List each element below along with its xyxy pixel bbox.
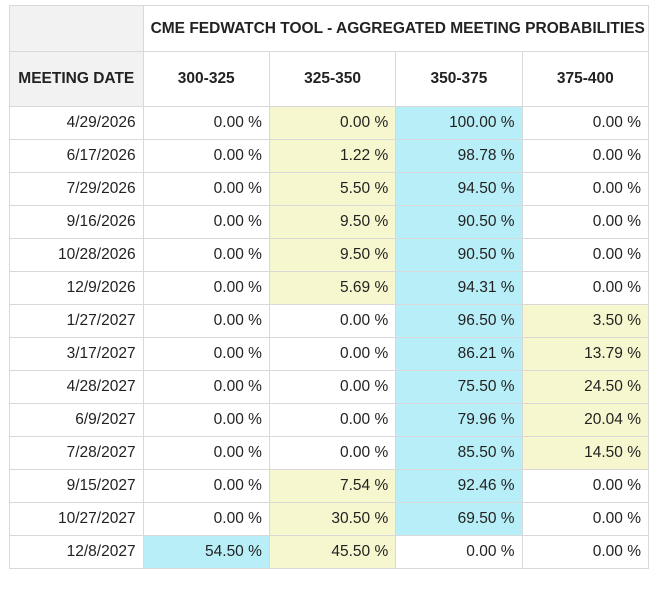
table-row: 6/17/2026 0.00 % 1.22 % 98.78 % 0.00 %	[9, 139, 650, 173]
probability-cell: 98.78 %	[395, 139, 523, 173]
table-body: 4/29/2026 0.00 % 0.00 % 100.00 % 0.00 % …	[9, 106, 650, 569]
meeting-date-cell: 9/15/2027	[9, 469, 144, 503]
probability-cell: 94.50 %	[395, 172, 523, 206]
probability-cell: 13.79 %	[521, 337, 650, 371]
table-row: 7/29/2026 0.00 % 5.50 % 94.50 % 0.00 %	[9, 172, 650, 206]
table-row: 9/15/2027 0.00 % 7.54 % 92.46 % 0.00 %	[9, 469, 650, 503]
probability-cell: 0.00 %	[521, 469, 650, 503]
probability-cell: 0.00 %	[268, 436, 397, 470]
probability-cell: 0.00 %	[142, 370, 270, 404]
probability-cell: 79.96 %	[395, 403, 523, 437]
probability-cell: 0.00 %	[268, 403, 397, 437]
meeting-date-cell: 10/28/2026	[9, 238, 144, 272]
corner-cell	[9, 5, 144, 52]
range-header-300-325: 300-325	[142, 51, 270, 107]
meeting-date-cell: 7/28/2027	[9, 436, 144, 470]
probability-cell: 0.00 %	[521, 238, 650, 272]
probability-cell: 0.00 %	[142, 205, 270, 239]
table-row: 12/8/2027 54.50 % 45.50 % 0.00 % 0.00 %	[9, 535, 650, 569]
probability-cell: 96.50 %	[395, 304, 523, 338]
probability-cell: 0.00 %	[142, 139, 270, 173]
probability-cell: 0.00 %	[521, 172, 650, 206]
probability-cell: 69.50 %	[395, 502, 523, 536]
probability-cell: 85.50 %	[395, 436, 523, 470]
probability-cell: 0.00 %	[142, 337, 270, 371]
probability-cell: 90.50 %	[395, 205, 523, 239]
range-header-375-400: 375-400	[521, 51, 650, 107]
probabilities-table: CME FEDWATCH TOOL - AGGREGATED MEETING P…	[9, 5, 650, 569]
probability-cell: 94.31 %	[395, 271, 523, 305]
table-row: 6/9/2027 0.00 % 0.00 % 79.96 % 20.04 %	[9, 403, 650, 437]
range-header-325-350: 325-350	[268, 51, 397, 107]
table-row: 4/29/2026 0.00 % 0.00 % 100.00 % 0.00 %	[9, 106, 650, 140]
meeting-date-cell: 6/9/2027	[9, 403, 144, 437]
table-row: 10/28/2026 0.00 % 9.50 % 90.50 % 0.00 %	[9, 238, 650, 272]
probability-cell: 0.00 %	[521, 535, 650, 569]
meeting-date-cell: 12/9/2026	[9, 271, 144, 305]
meeting-date-cell: 12/8/2027	[9, 535, 144, 569]
table-row: 12/9/2026 0.00 % 5.69 % 94.31 % 0.00 %	[9, 271, 650, 305]
meeting-date-cell: 4/28/2027	[9, 370, 144, 404]
probability-cell: 92.46 %	[395, 469, 523, 503]
probability-cell: 20.04 %	[521, 403, 650, 437]
probability-cell: 0.00 %	[268, 337, 397, 371]
meeting-date-cell: 1/27/2027	[9, 304, 144, 338]
probability-cell: 0.00 %	[268, 304, 397, 338]
table-row: 10/27/2027 0.00 % 30.50 % 69.50 % 0.00 %	[9, 502, 650, 536]
meeting-date-cell: 6/17/2026	[9, 139, 144, 173]
probability-cell: 90.50 %	[395, 238, 523, 272]
table-title: CME FEDWATCH TOOL - AGGREGATED MEETING P…	[142, 5, 650, 52]
probability-cell: 9.50 %	[268, 238, 397, 272]
probability-cell: 0.00 %	[395, 535, 523, 569]
probability-cell: 75.50 %	[395, 370, 523, 404]
probability-cell: 0.00 %	[142, 403, 270, 437]
probability-cell: 0.00 %	[142, 106, 270, 140]
probability-cell: 0.00 %	[142, 469, 270, 503]
header-row: MEETING DATE 300-325 325-350 350-375 375…	[9, 51, 650, 107]
range-header-350-375: 350-375	[395, 51, 523, 107]
probability-cell: 54.50 %	[142, 535, 270, 569]
table-row: 4/28/2027 0.00 % 0.00 % 75.50 % 24.50 %	[9, 370, 650, 404]
probability-cell: 9.50 %	[268, 205, 397, 239]
probability-cell: 0.00 %	[521, 139, 650, 173]
meeting-date-cell: 9/16/2026	[9, 205, 144, 239]
probability-cell: 0.00 %	[142, 238, 270, 272]
probability-cell: 3.50 %	[521, 304, 650, 338]
probability-cell: 24.50 %	[521, 370, 650, 404]
probability-cell: 0.00 %	[521, 106, 650, 140]
probability-cell: 0.00 %	[142, 436, 270, 470]
probability-cell: 0.00 %	[521, 205, 650, 239]
probability-cell: 0.00 %	[521, 271, 650, 305]
meeting-date-cell: 4/29/2026	[9, 106, 144, 140]
probability-cell: 5.50 %	[268, 172, 397, 206]
title-row: CME FEDWATCH TOOL - AGGREGATED MEETING P…	[9, 5, 650, 52]
probability-cell: 0.00 %	[142, 271, 270, 305]
probability-cell: 0.00 %	[142, 172, 270, 206]
probability-cell: 0.00 %	[142, 502, 270, 536]
probability-cell: 86.21 %	[395, 337, 523, 371]
table-row: 7/28/2027 0.00 % 0.00 % 85.50 % 14.50 %	[9, 436, 650, 470]
probability-cell: 7.54 %	[268, 469, 397, 503]
probability-cell: 1.22 %	[268, 139, 397, 173]
probability-cell: 14.50 %	[521, 436, 650, 470]
meeting-date-cell: 10/27/2027	[9, 502, 144, 536]
probability-cell: 5.69 %	[268, 271, 397, 305]
meeting-date-cell: 3/17/2027	[9, 337, 144, 371]
table-row: 1/27/2027 0.00 % 0.00 % 96.50 % 3.50 %	[9, 304, 650, 338]
table-row: 9/16/2026 0.00 % 9.50 % 90.50 % 0.00 %	[9, 205, 650, 239]
meeting-date-header: MEETING DATE	[9, 51, 144, 107]
probability-cell: 0.00 %	[268, 106, 397, 140]
meeting-date-cell: 7/29/2026	[9, 172, 144, 206]
table-row: 3/17/2027 0.00 % 0.00 % 86.21 % 13.79 %	[9, 337, 650, 371]
probability-cell: 0.00 %	[268, 370, 397, 404]
probability-cell: 0.00 %	[521, 502, 650, 536]
probability-cell: 30.50 %	[268, 502, 397, 536]
probability-cell: 45.50 %	[268, 535, 397, 569]
probability-cell: 0.00 %	[142, 304, 270, 338]
probability-cell: 100.00 %	[395, 106, 523, 140]
